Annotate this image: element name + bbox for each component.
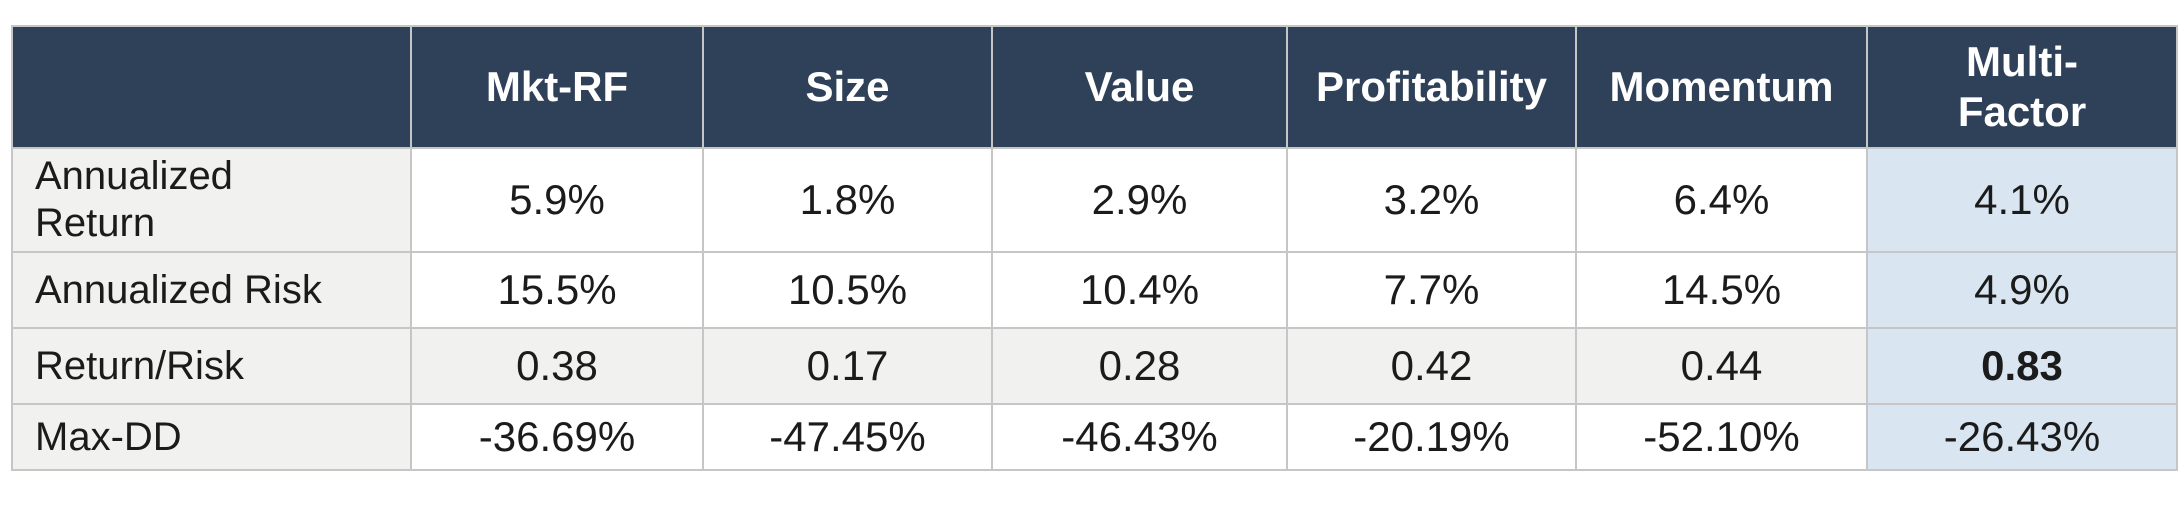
cell-annualized-return-size: 1.8% (702, 146, 993, 254)
cell-max-dd-size: -47.45% (702, 403, 993, 472)
row-annualized-risk: Annualized Risk 15.5% 10.5% 10.4% 7.7% 1… (11, 251, 2178, 330)
row-label-text: Annualized Risk (35, 267, 322, 312)
cell-annualized-return-multi-factor: 4.1% (1866, 146, 2178, 254)
row-label-annualized-return: Annualized Return (11, 146, 412, 254)
cell-annualized-risk-value: 10.4% (991, 251, 1288, 330)
cell-max-dd-value: -46.43% (991, 403, 1288, 472)
cell-annualized-return-mkt-rf: 5.9% (410, 146, 704, 254)
cell-annualized-risk-momentum: 14.5% (1575, 251, 1868, 330)
row-label-text: Return/Risk (35, 343, 244, 388)
header-cell-blank (11, 25, 412, 149)
header-cell-value: Value (991, 25, 1288, 149)
cell-return-risk-momentum: 0.44 (1575, 327, 1868, 406)
row-return-risk: Return/Risk 0.38 0.17 0.28 0.42 0.44 0.8… (11, 327, 2178, 406)
cell-return-risk-profitability: 0.42 (1286, 327, 1577, 406)
cell-annualized-risk-profitability: 7.7% (1286, 251, 1577, 330)
cell-max-dd-momentum: -52.10% (1575, 403, 1868, 472)
row-label-text: Annualized Return (35, 154, 233, 246)
cell-max-dd-multi-factor: -26.43% (1866, 403, 2178, 472)
row-max-dd: Max-DD -36.69% -47.45% -46.43% -20.19% -… (11, 403, 2178, 472)
row-label-annualized-risk: Annualized Risk (11, 251, 412, 330)
multi-factor-header-label: Multi-Factor (1957, 37, 2087, 135)
cell-return-risk-value: 0.28 (991, 327, 1288, 406)
header-cell-mkt-rf: Mkt-RF (410, 25, 704, 149)
cell-annualized-risk-mkt-rf: 15.5% (410, 251, 704, 330)
header-cell-profitability: Profitability (1286, 25, 1577, 149)
cell-return-risk-mkt-rf: 0.38 (410, 327, 704, 406)
cell-max-dd-profitability: -20.19% (1286, 403, 1577, 472)
cell-annualized-return-momentum: 6.4% (1575, 146, 1868, 254)
cell-return-risk-multi-factor: 0.83 (1866, 327, 2178, 406)
factor-statistics-table: Mkt-RF Size Value Profitability Momentum… (11, 25, 2178, 472)
row-label-max-dd: Max-DD (11, 403, 412, 472)
cell-max-dd-mkt-rf: -36.69% (410, 403, 704, 472)
cell-annualized-risk-size: 10.5% (702, 251, 993, 330)
row-label-return-risk: Return/Risk (11, 327, 412, 406)
factor-statistics-table-container: Mkt-RF Size Value Profitability Momentum… (11, 25, 2180, 472)
header-row: Mkt-RF Size Value Profitability Momentum… (11, 25, 2178, 149)
cell-annualized-risk-multi-factor: 4.9% (1866, 251, 2178, 330)
row-label-text: Max-DD (35, 414, 182, 459)
cell-annualized-return-value: 2.9% (991, 146, 1288, 254)
header-cell-multi-factor: Multi-Factor (1866, 25, 2178, 149)
row-annualized-return: Annualized Return 5.9% 1.8% 2.9% 3.2% 6.… (11, 146, 2178, 254)
header-cell-size: Size (702, 25, 993, 149)
cell-return-risk-size: 0.17 (702, 327, 993, 406)
cell-annualized-return-profitability: 3.2% (1286, 146, 1577, 254)
header-cell-momentum: Momentum (1575, 25, 1868, 149)
